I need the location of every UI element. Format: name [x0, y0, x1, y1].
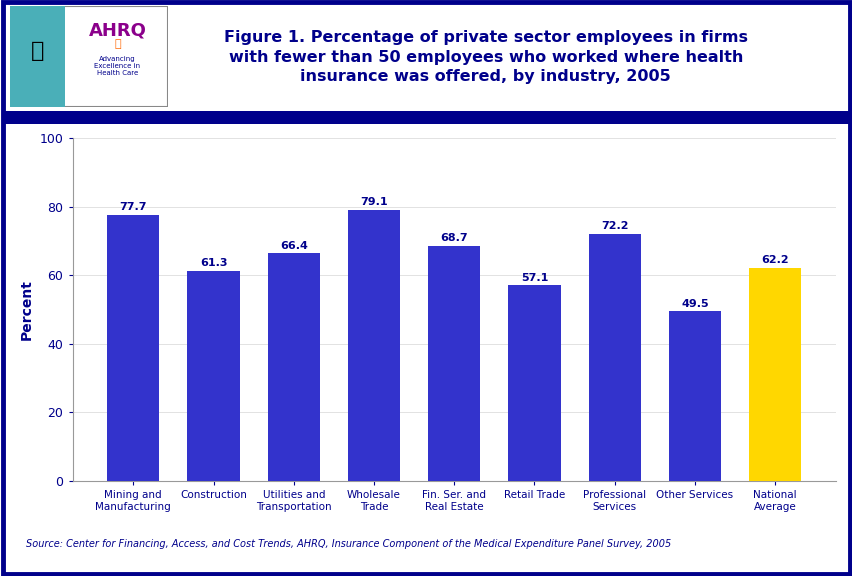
Text: Figure 1. Percentage of private sector employees in firms
with fewer than 50 emp: Figure 1. Percentage of private sector e…: [223, 30, 747, 84]
Bar: [187, 271, 239, 481]
Bar: [588, 233, 640, 481]
Y-axis label: Percent: Percent: [20, 279, 34, 340]
FancyBboxPatch shape: [3, 111, 849, 124]
Bar: [428, 245, 480, 481]
Text: Advancing
Excellence in
Health Care: Advancing Excellence in Health Care: [95, 56, 141, 76]
Text: 77.7: 77.7: [119, 202, 147, 213]
Bar: [107, 215, 159, 481]
Text: AHRQ: AHRQ: [89, 22, 147, 40]
Text: 66.4: 66.4: [279, 241, 308, 251]
Text: 79.1: 79.1: [360, 198, 388, 207]
Text: 🦅: 🦅: [32, 41, 44, 61]
Text: 61.3: 61.3: [199, 259, 227, 268]
Bar: [668, 311, 720, 481]
Text: 49.5: 49.5: [680, 299, 708, 309]
Text: 62.2: 62.2: [761, 255, 788, 266]
FancyBboxPatch shape: [10, 6, 66, 107]
Bar: [268, 253, 320, 481]
Bar: [348, 210, 400, 481]
Text: 68.7: 68.7: [440, 233, 468, 243]
FancyBboxPatch shape: [10, 6, 168, 107]
Text: 72.2: 72.2: [601, 221, 628, 231]
Text: Source: Center for Financing, Access, and Cost Trends, AHRQ, Insurance Component: Source: Center for Financing, Access, an…: [26, 539, 670, 550]
Text: 57.1: 57.1: [521, 273, 548, 283]
Bar: [748, 268, 800, 481]
Bar: [508, 285, 560, 481]
Text: ⌒: ⌒: [114, 39, 121, 49]
